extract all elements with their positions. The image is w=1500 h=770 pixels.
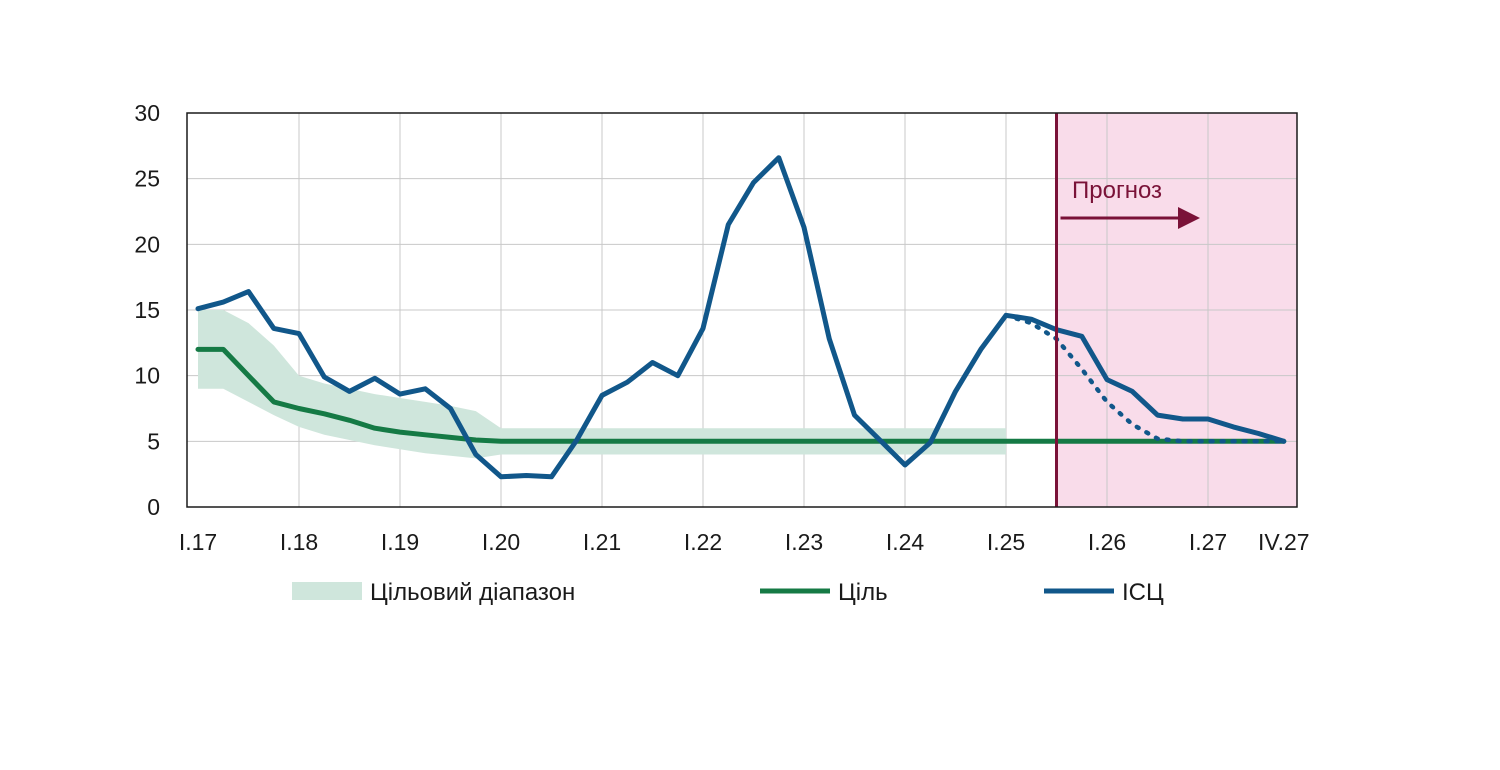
cpi-alt-scenario-line bbox=[1003, 313, 1287, 444]
cpi-line bbox=[195, 155, 1287, 480]
plot-frame bbox=[186, 112, 1298, 508]
forecast-label: Прогноз bbox=[1072, 177, 1162, 204]
x-tick-label: I.17 bbox=[179, 529, 217, 555]
x-tick-label: I.23 bbox=[785, 529, 823, 555]
y-tick-label: 20 bbox=[134, 231, 160, 257]
y-tick-label: 15 bbox=[134, 297, 160, 323]
x-tick-label: I.22 bbox=[684, 529, 722, 555]
legend-target-label: Ціль bbox=[838, 579, 888, 606]
x-axis-ticks: I.17 I.18 I.19 I.20 I.21 I.22 I.23 I.24 I.25 I.26… bbox=[179, 529, 1310, 555]
target-band bbox=[198, 310, 1006, 459]
y-tick-label: 5 bbox=[147, 428, 160, 454]
x-tick-label: I.25 bbox=[987, 529, 1025, 555]
forecast-arrow-icon bbox=[1060, 207, 1200, 229]
forecast-arrow-head bbox=[1178, 207, 1200, 229]
legend-cpi-label: ІСЦ bbox=[1122, 579, 1164, 606]
legend-target-band-label: Цільовий діапазон bbox=[370, 579, 575, 606]
x-tick-label: I.24 bbox=[886, 529, 925, 555]
x-tick-label: I.19 bbox=[381, 529, 419, 555]
x-tick-label: I.21 bbox=[583, 529, 621, 555]
y-tick-label: 0 bbox=[147, 494, 160, 520]
x-tick-label: I.27 bbox=[1189, 529, 1227, 555]
y-tick-label: 30 bbox=[134, 100, 160, 126]
y-tick-label: 10 bbox=[134, 363, 160, 389]
y-axis-ticks: 0 5 10 15 20 25 30 bbox=[134, 100, 160, 520]
x-tick-label: I.20 bbox=[482, 529, 520, 555]
target-band-layer bbox=[198, 310, 1006, 459]
legend: Цільовий діапазон Ціль ІСЦ bbox=[292, 579, 1164, 606]
x-tick-label: I.26 bbox=[1088, 529, 1126, 555]
target-line bbox=[195, 346, 1287, 444]
series-layer bbox=[195, 155, 1287, 480]
x-tick-label: I.18 bbox=[280, 529, 318, 555]
y-tick-label: 25 bbox=[134, 166, 160, 192]
x-tick-label: IV.27 bbox=[1258, 529, 1310, 555]
